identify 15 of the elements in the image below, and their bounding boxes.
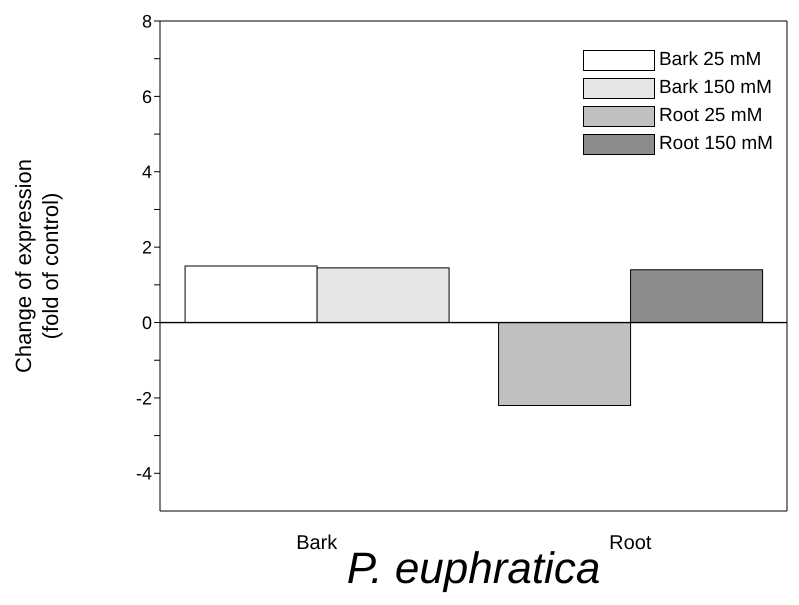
legend-label: Bark 25 mM	[658, 49, 762, 71]
y-tick-label: 6	[142, 86, 152, 107]
y-tick-label: 0	[142, 312, 152, 333]
y-tick-label: -4	[136, 464, 152, 484]
legend-label: Root 25 mM	[658, 105, 762, 127]
y-axis-title: Change of expression (fold of control)	[11, 158, 63, 374]
x-axis-title: P. euphratica	[346, 544, 600, 593]
legend-label: Bark 150 mM	[658, 77, 772, 99]
y-tick-label: 4	[142, 162, 152, 182]
y-tick-label: 8	[142, 11, 152, 32]
x-tick-label: Root	[609, 532, 652, 554]
x-tick-label: Bark	[296, 532, 338, 554]
y-tick-label: -2	[136, 388, 152, 408]
y-tick-label: 2	[142, 238, 152, 258]
legend-label: Root 150 mM	[658, 133, 773, 155]
